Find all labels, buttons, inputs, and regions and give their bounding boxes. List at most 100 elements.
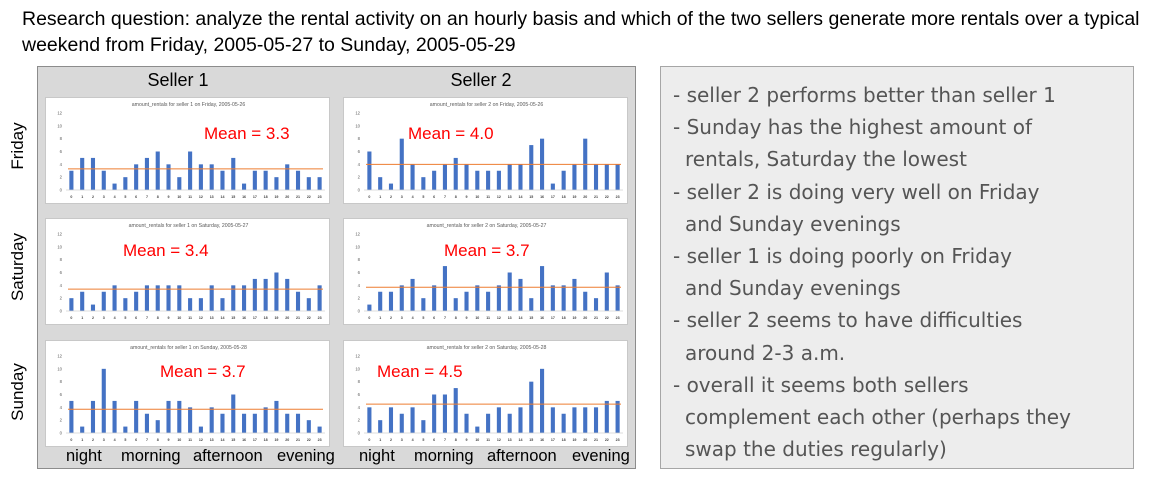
x-tick-label: 13 (210, 195, 214, 199)
tod-morning-1: morning (121, 447, 181, 465)
bar (220, 170, 225, 190)
y-tick-label: 2 (358, 296, 361, 301)
bar (317, 285, 322, 311)
bar (112, 400, 117, 433)
x-tick-label: 3 (401, 316, 403, 320)
chart-panel: amount_rentals for seller 1 on Saturday,… (45, 218, 330, 325)
x-tick-label: 11 (486, 438, 490, 442)
x-tick-label: 18 (562, 438, 566, 442)
x-tick-label: 2 (92, 438, 94, 442)
x-tick-label: 5 (422, 316, 424, 320)
column-header-seller-2: Seller 2 (450, 70, 512, 90)
y-tick-label: 10 (355, 366, 360, 371)
x-tick-label: 12 (497, 438, 501, 442)
bar (306, 298, 311, 311)
notes-box: - seller 2 performs better than seller 1… (660, 66, 1134, 469)
x-tick-label: 9 (466, 438, 468, 442)
bar (604, 164, 609, 190)
x-tick-label: 16 (242, 438, 246, 442)
y-tick-label: 0 (60, 309, 63, 314)
bar (90, 400, 96, 433)
y-tick-label: 0 (358, 431, 361, 436)
x-tick-label: 4 (412, 195, 414, 199)
bar (198, 426, 203, 433)
bar (410, 407, 415, 433)
bar (615, 285, 620, 311)
x-tick-label: 15 (231, 316, 235, 320)
bar (615, 164, 620, 190)
bar (231, 394, 236, 433)
x-tick-label: 23 (616, 438, 620, 442)
y-tick-label: 8 (358, 136, 361, 141)
x-tick-label: 16 (242, 316, 246, 320)
x-tick-label: 9 (466, 316, 468, 320)
note-line: - seller 2 seems to have difficulties (673, 308, 1023, 333)
y-tick-label: 0 (358, 309, 361, 314)
x-tick-label: 4 (114, 438, 116, 442)
x-tick-label: 23 (616, 195, 620, 199)
bar (209, 285, 214, 311)
y-tick-label: 12 (57, 111, 62, 116)
x-tick-label: 4 (114, 195, 116, 199)
x-tick-label: 0 (70, 438, 72, 442)
bar (550, 285, 555, 311)
x-tick-label: 12 (199, 438, 203, 442)
x-tick-label: 8 (157, 316, 159, 320)
x-tick-label: 23 (318, 316, 322, 320)
bar (144, 285, 149, 311)
mean-label: Mean = 4.0 (408, 124, 494, 143)
bar (274, 177, 279, 190)
x-tick-label: 14 (220, 195, 224, 199)
bar-chart: amount_rentals for seller 2 on Saturday,… (355, 345, 623, 442)
x-tick-label: 7 (444, 195, 446, 199)
bar (177, 285, 182, 311)
row-header-saturday: Saturday (8, 232, 27, 302)
tod-afternoon-1: afternoon (193, 447, 263, 465)
x-tick-label: 11 (486, 316, 490, 320)
x-tick-label: 20 (285, 195, 289, 199)
bar (177, 400, 182, 433)
x-tick-label: 22 (307, 316, 311, 320)
chart-panel: amount_rentals for seller 1 on Sunday, 2… (45, 340, 330, 447)
note-line: rentals, Saturday the lowest (685, 147, 967, 172)
x-tick-label: 8 (455, 195, 457, 199)
bar (252, 170, 257, 190)
bar (496, 407, 501, 433)
note-item: - Sunday has the highest amount of rental… (673, 111, 1133, 175)
chart-panel: amount_rentals for seller 1 on Friday, 2… (45, 97, 330, 204)
x-tick-label: 12 (497, 316, 501, 320)
note-item: - seller 2 seems to have difficulties aro… (673, 304, 1133, 368)
x-tick-label: 13 (508, 438, 512, 442)
y-tick-label: 0 (60, 431, 63, 436)
y-tick-label: 6 (60, 149, 63, 154)
bar (188, 298, 193, 311)
x-tick-label: 8 (455, 316, 457, 320)
bar (90, 157, 96, 190)
bar (378, 420, 383, 433)
bar (367, 407, 372, 433)
x-tick-label: 16 (242, 195, 246, 199)
bar (507, 164, 512, 190)
x-tick-label: 22 (307, 195, 311, 199)
x-tick-label: 15 (529, 195, 533, 199)
y-tick-label: 4 (358, 162, 361, 167)
x-tick-label: 0 (368, 438, 370, 442)
bar (561, 170, 566, 190)
bar (442, 266, 447, 311)
note-line: - Sunday has the highest amount of (673, 115, 1032, 140)
bar (615, 400, 620, 433)
bar (604, 400, 609, 433)
x-tick-label: 18 (562, 195, 566, 199)
y-tick-label: 2 (358, 418, 361, 423)
x-tick-label: 17 (253, 316, 257, 320)
bar (285, 278, 290, 311)
x-tick-label: 13 (508, 195, 512, 199)
x-tick-label: 22 (605, 195, 609, 199)
x-tick-label: 2 (390, 316, 392, 320)
y-tick-label: 4 (358, 405, 361, 410)
tod-evening-1: evening (277, 447, 335, 465)
page-title: Research question: analyze the rental ac… (22, 8, 1140, 56)
bar (410, 278, 415, 311)
y-tick-label: 12 (355, 111, 360, 116)
bar (550, 183, 555, 190)
